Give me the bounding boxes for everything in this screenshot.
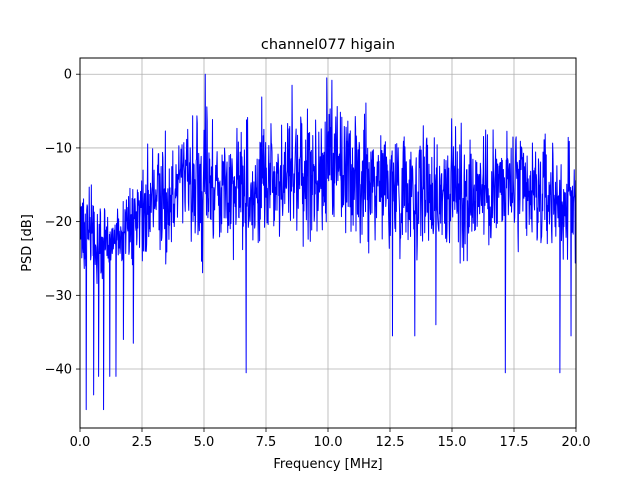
x-tick-label: 12.5 <box>376 435 405 450</box>
x-axis-label: Frequency [MHz] <box>273 457 382 472</box>
x-axis: 0.0 2.5 5.0 7.5 10.0 12.5 15.0 17.5 20.0 <box>70 428 591 450</box>
plot-area <box>80 73 576 411</box>
x-tick-label: 0.0 <box>70 435 91 450</box>
y-axis-label: PSD [dB] <box>20 214 35 272</box>
x-tick-label: 7.5 <box>256 435 277 450</box>
x-tick-label: 17.5 <box>500 435 529 450</box>
y-tick-label: −20 <box>45 215 72 230</box>
y-tick-label: 0 <box>64 68 72 83</box>
series-line <box>80 73 576 411</box>
x-tick-label: 10.0 <box>314 435 343 450</box>
grid-lines <box>79 58 577 428</box>
x-tick-label: 2.5 <box>132 435 153 450</box>
x-tick-label: 20.0 <box>562 435 591 450</box>
y-tick-label: −30 <box>45 289 72 304</box>
x-tick-label: 5.0 <box>194 435 215 450</box>
y-tick-label: −40 <box>45 363 72 378</box>
y-axis: −40 −30 −20 −10 0 <box>45 68 80 378</box>
y-tick-label: −10 <box>45 141 72 156</box>
chart-title: channel077 higain <box>261 37 395 53</box>
x-tick-label: 15.0 <box>438 435 467 450</box>
